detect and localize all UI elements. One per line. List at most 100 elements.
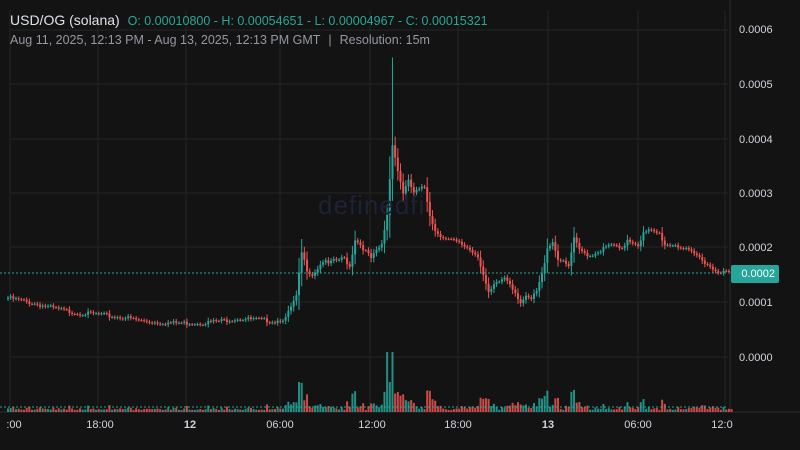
- candle-body-19: [57, 307, 60, 309]
- candle-body-155: [420, 186, 423, 189]
- volume-bar-175: [474, 407, 477, 412]
- candle-126: [343, 255, 346, 260]
- candle-body-9: [31, 303, 34, 305]
- volume-bar-259: [698, 407, 701, 412]
- volume-bar-97: [265, 404, 268, 412]
- candle-37: [105, 311, 108, 316]
- candle-body-138: [375, 249, 378, 254]
- volume-bar-25: [73, 409, 76, 412]
- candle-body-81: [223, 319, 226, 321]
- candle-244: [658, 231, 661, 235]
- volume-bar-208: [562, 409, 565, 412]
- volume-bar-52: [145, 408, 148, 412]
- volume-bar-84: [231, 409, 234, 412]
- candle-220: [594, 251, 597, 259]
- candle-body-144: [391, 145, 394, 180]
- volume-bar-67: [185, 406, 188, 412]
- candle-body-96: [263, 318, 266, 320]
- volume-bar-151: [410, 400, 413, 412]
- candle-247: [666, 243, 669, 247]
- candle-body-131: [356, 240, 359, 243]
- candle-251: [677, 242, 680, 251]
- volume-bar-141: [383, 391, 386, 412]
- candle-body-269: [725, 270, 728, 272]
- x-tick-label-0: :00: [6, 419, 22, 431]
- candle-body-104: [284, 317, 287, 321]
- candle-152: [412, 182, 415, 197]
- volume-bar-236: [637, 407, 640, 412]
- candle-body-117: [319, 264, 322, 270]
- volume-bar-50: [140, 409, 143, 412]
- candle-body-64: [177, 322, 180, 324]
- candle-body-224: [605, 246, 608, 248]
- candle-body-255: [687, 247, 690, 250]
- volume-bar-117: [319, 404, 322, 412]
- volume-bar-229: [618, 406, 621, 412]
- candle-body-218: [589, 255, 592, 257]
- candle-body-100: [274, 322, 276, 324]
- candle-body-72: [199, 324, 202, 326]
- volume-bar-103: [282, 408, 285, 412]
- candle-body-174: [471, 249, 474, 253]
- volume-bar-101: [276, 406, 279, 412]
- candle-body-206: [557, 250, 560, 260]
- candle-0: [7, 295, 9, 302]
- candle-153: [415, 186, 418, 196]
- candle-body-178: [482, 266, 485, 275]
- candle-body-97: [265, 318, 268, 323]
- candle-127: [346, 252, 349, 270]
- x-tick-label-5: 18:00: [444, 419, 472, 431]
- candle-133: [362, 240, 365, 255]
- candle-body-268: [722, 270, 725, 274]
- candle-body-172: [466, 246, 469, 248]
- volume-bar-199: [538, 398, 541, 412]
- candle-body-46: [129, 316, 132, 319]
- candle-body-164: [444, 238, 447, 240]
- volume-bar-209: [565, 405, 568, 412]
- candle-224: [605, 244, 608, 249]
- candle-body-102: [279, 320, 282, 322]
- candle-20: [60, 306, 63, 311]
- candle-70: [193, 323, 196, 326]
- candle-body-0: [7, 297, 9, 299]
- candle-body-85: [233, 320, 236, 322]
- candle-57: [159, 321, 162, 326]
- candle-159: [431, 210, 434, 231]
- volume-bar-127: [346, 401, 349, 412]
- candle-body-240: [647, 229, 650, 232]
- volume-bar-142: [386, 352, 389, 412]
- candle-106: [290, 302, 293, 315]
- candle-268: [722, 268, 725, 276]
- volume-bar-218: [589, 409, 592, 412]
- candle-body-248: [669, 244, 672, 246]
- y-tick-label-0: 0.0006: [739, 24, 773, 36]
- candle-body-168: [455, 239, 458, 241]
- candle-body-135: [367, 250, 370, 254]
- volume-bar-79: [217, 409, 220, 412]
- candle-body-202: [546, 248, 549, 263]
- candle-body-121: [330, 260, 333, 264]
- candle-body-13: [41, 305, 44, 307]
- volume-bar-176: [476, 405, 479, 412]
- volume-bar-145: [394, 393, 397, 412]
- candle-109: [298, 257, 301, 310]
- candle-155: [420, 183, 423, 192]
- candle-body-184: [498, 281, 501, 283]
- volume-bar-19: [57, 408, 60, 412]
- volume-bar-168: [455, 408, 458, 412]
- candle-104: [284, 313, 287, 325]
- candle-21: [63, 306, 66, 312]
- candle-206: [557, 244, 560, 267]
- candle-body-266: [717, 271, 720, 273]
- candle-166: [450, 237, 453, 241]
- volume-bar-2: [12, 406, 15, 412]
- candle-122: [332, 256, 335, 264]
- volume-bar-98: [268, 409, 271, 412]
- candle-154: [418, 186, 421, 192]
- volume-bar-89: [244, 408, 247, 412]
- candle-31: [89, 309, 92, 315]
- volume-bar-30: [87, 405, 90, 412]
- candle-body-132: [359, 242, 362, 246]
- candle-76: [209, 319, 212, 324]
